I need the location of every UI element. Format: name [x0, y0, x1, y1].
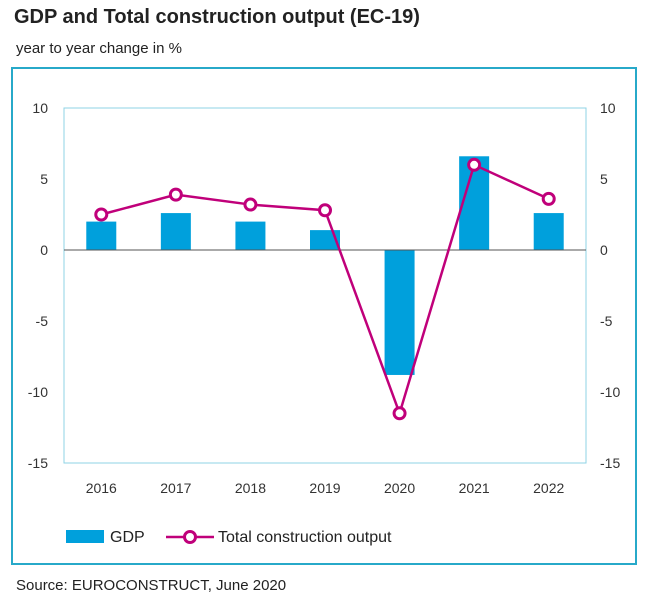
y-tick-right: -15 [600, 455, 620, 471]
x-tick-label: 2021 [459, 480, 490, 496]
chart-subtitle: year to year change in % [16, 40, 182, 57]
y-tick-left: -15 [28, 455, 48, 471]
y-tick-left: -5 [36, 313, 49, 329]
legend-construction-label: Total construction output [218, 529, 392, 546]
x-tick-label: 2020 [384, 480, 415, 496]
gdp-bar-2019 [310, 230, 340, 250]
x-tick-label: 2016 [86, 480, 117, 496]
y-tick-left: 10 [32, 100, 48, 116]
source-note: Source: EUROCONSTRUCT, June 2020 [16, 577, 287, 594]
y-tick-left: -10 [28, 384, 48, 400]
y-tick-left: 5 [40, 171, 48, 187]
y-tick-left: 0 [40, 242, 48, 258]
construction-point-2018 [243, 197, 258, 212]
gdp-bar-2021 [459, 156, 490, 250]
plot-area [63, 107, 587, 464]
legend-gdp-label: GDP [110, 529, 145, 546]
construction-point-2019 [318, 203, 332, 218]
chart-title: GDP and Total construction output (EC-19… [14, 6, 420, 28]
y-tick-right: 0 [600, 242, 608, 258]
construction-point-2017 [168, 187, 183, 202]
construction-point-2022 [541, 191, 556, 206]
legend-construction-marker [183, 530, 197, 544]
y-tick-right: -5 [600, 313, 613, 329]
y-tick-right: 5 [600, 171, 608, 187]
gdp-bar-2020 [384, 250, 415, 375]
y-tick-right: -10 [600, 384, 620, 400]
x-tick-label: 2018 [235, 480, 266, 496]
gdp-bar-2016 [86, 221, 117, 250]
construction-point-2021 [467, 157, 482, 172]
x-tick-label: 2022 [533, 480, 564, 496]
x-tick-label: 2017 [160, 480, 191, 496]
y-tick-right: 10 [600, 100, 616, 116]
x-tick-label: 2019 [309, 480, 340, 496]
gdp-bar-2018 [235, 221, 266, 250]
construction-point-2016 [94, 207, 109, 222]
gdp-bar-2022 [533, 213, 564, 250]
gdp-bar-2017 [160, 213, 191, 250]
construction-point-2020 [392, 406, 407, 421]
legend-gdp-swatch [66, 530, 104, 543]
